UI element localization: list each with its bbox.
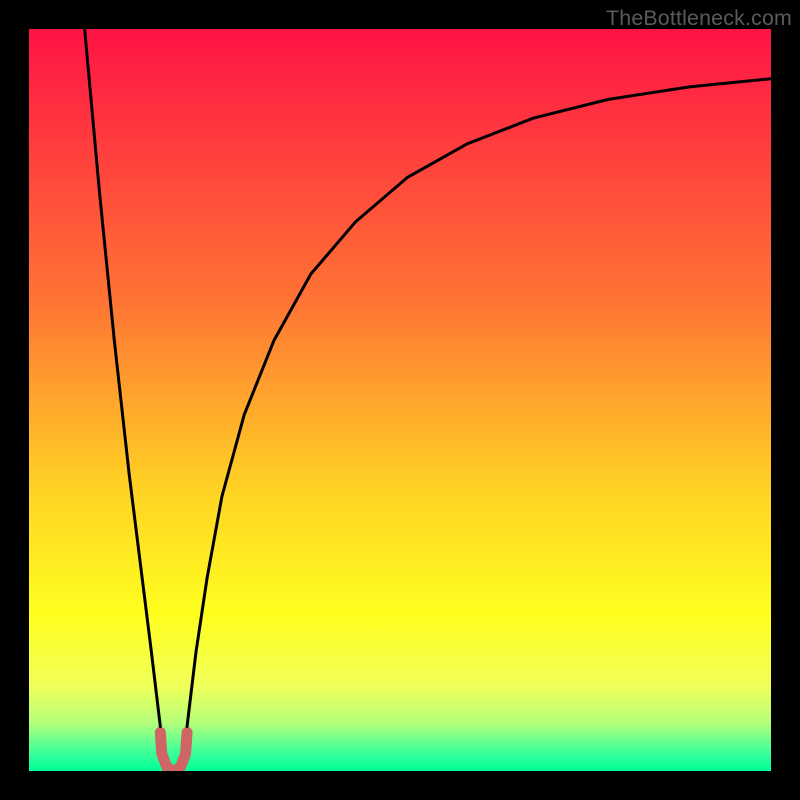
chart-svg xyxy=(0,0,800,800)
chart-canvas: TheBottleneck.com xyxy=(0,0,800,800)
watermark-text: TheBottleneck.com xyxy=(606,6,792,31)
